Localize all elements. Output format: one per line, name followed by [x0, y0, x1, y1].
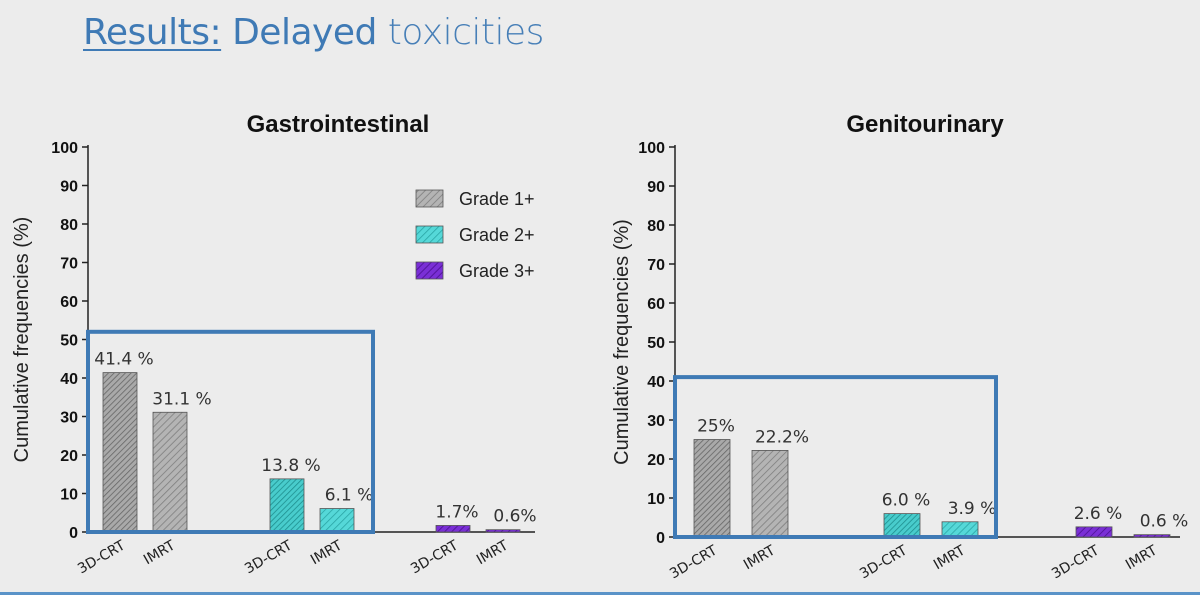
chart2-highlight-box	[673, 375, 998, 539]
legend-label: Grade 1+	[459, 189, 535, 209]
chart2-data-label: 2.6 %	[1074, 504, 1123, 524]
chart1-y-tick-label: 30	[60, 410, 78, 427]
legend-swatch	[415, 225, 444, 244]
chart2-y-tick-label: 90	[647, 179, 665, 196]
chart1-y-tick-label: 40	[60, 371, 78, 388]
chart1-data-label: 13.8 %	[261, 456, 320, 476]
chart1-data-label: 31.1 %	[152, 389, 211, 409]
chart1-highlight-box	[86, 329, 375, 534]
chart2-data-label: 22.2%	[755, 427, 809, 447]
chart2-y-tick-label: 50	[647, 335, 665, 352]
chart1-y-axis-label: Cumulative frequencies (%)	[11, 217, 33, 463]
chart2-bar	[1075, 526, 1113, 538]
chart1-y-tick-label: 60	[60, 294, 78, 311]
legend-label: Grade 3+	[459, 261, 535, 281]
chart1-category-label: 3D-CRT	[408, 537, 461, 577]
chart2-y-tick-label: 40	[647, 374, 665, 391]
chart1-data-label: 1.7%	[435, 502, 478, 522]
chart1-category-label: 3D-CRT	[242, 537, 295, 577]
chart2-category-label: IMRT	[1123, 542, 1160, 573]
chart2-y-tick-label: 80	[647, 218, 665, 235]
chart2-y-tick-label: 100	[638, 140, 665, 157]
chart1-y-tick-label: 20	[60, 448, 78, 465]
chart1-category-label: IMRT	[141, 537, 178, 568]
chart2-category-label: IMRT	[931, 542, 968, 573]
chart2-data-label: 6.0 %	[882, 491, 931, 511]
chart2-y-tick-label: 30	[647, 413, 665, 430]
legend-label: Grade 2+	[459, 225, 535, 245]
slide-title: Results: Delayed toxicities	[83, 12, 544, 53]
chart1-y-tick-label: 0	[69, 525, 78, 542]
chart2-y-tick-label: 10	[647, 491, 665, 508]
chart2-y-axis-label: Cumulative frequencies (%)	[611, 219, 633, 465]
chart2-category-label: 3D-CRT	[1049, 542, 1102, 582]
title-toxicities: toxicities	[387, 12, 545, 53]
legend-swatch	[415, 189, 444, 208]
chart2-category-label: IMRT	[741, 542, 778, 573]
chart2-data-label: 0.6 %	[1140, 512, 1189, 532]
title-delayed: Delayed	[232, 12, 377, 53]
chart1-data-label: 41.4 %	[94, 350, 153, 370]
chart2-y-tick-label: 60	[647, 296, 665, 313]
chart1-y-tick-label: 80	[60, 217, 78, 234]
chart1-bar	[102, 372, 138, 533]
chart2-bar	[1133, 534, 1171, 538]
chart2-y-tick-label: 20	[647, 452, 665, 469]
chart2-y-tick-label: 70	[647, 257, 665, 274]
chart2-title: Genitourinary	[846, 111, 1004, 138]
chart2-y-tick-label: 0	[656, 530, 665, 547]
chart1-data-label: 6.1 %	[325, 486, 374, 506]
chart1-data-label: 0.6%	[493, 507, 536, 527]
chart2-bar	[883, 513, 921, 538]
chart2-data-label: 3.9 %	[948, 499, 997, 519]
chart2-bar	[751, 450, 789, 538]
chart2-bar	[941, 521, 979, 538]
chart1-bar	[435, 525, 471, 533]
chart1-category-label: 3D-CRT	[75, 537, 128, 577]
chart1-y-tick-label: 90	[60, 179, 78, 196]
chart1-y-tick-label: 100	[51, 140, 78, 157]
chart1-category-label: IMRT	[308, 537, 345, 568]
chart1-bar	[485, 529, 521, 533]
chart1-y-tick-label: 10	[60, 487, 78, 504]
legend-swatch	[415, 261, 444, 280]
chart1-bar	[152, 411, 188, 533]
chart2-category-label: 3D-CRT	[857, 542, 910, 582]
chart2-category-label: 3D-CRT	[667, 542, 720, 582]
bottom-rule	[0, 592, 1200, 595]
chart1-category-label: IMRT	[474, 537, 511, 568]
chart1-title: Gastrointestinal	[247, 111, 430, 138]
chart2-data-label: 25%	[697, 417, 735, 437]
title-results: Results:	[83, 12, 222, 53]
chart1-bar	[319, 508, 355, 533]
chart1-y-tick-label: 50	[60, 333, 78, 350]
chart1-y-tick-label: 70	[60, 256, 78, 273]
chart2-bar	[693, 439, 731, 538]
chart1-bar	[269, 478, 305, 533]
